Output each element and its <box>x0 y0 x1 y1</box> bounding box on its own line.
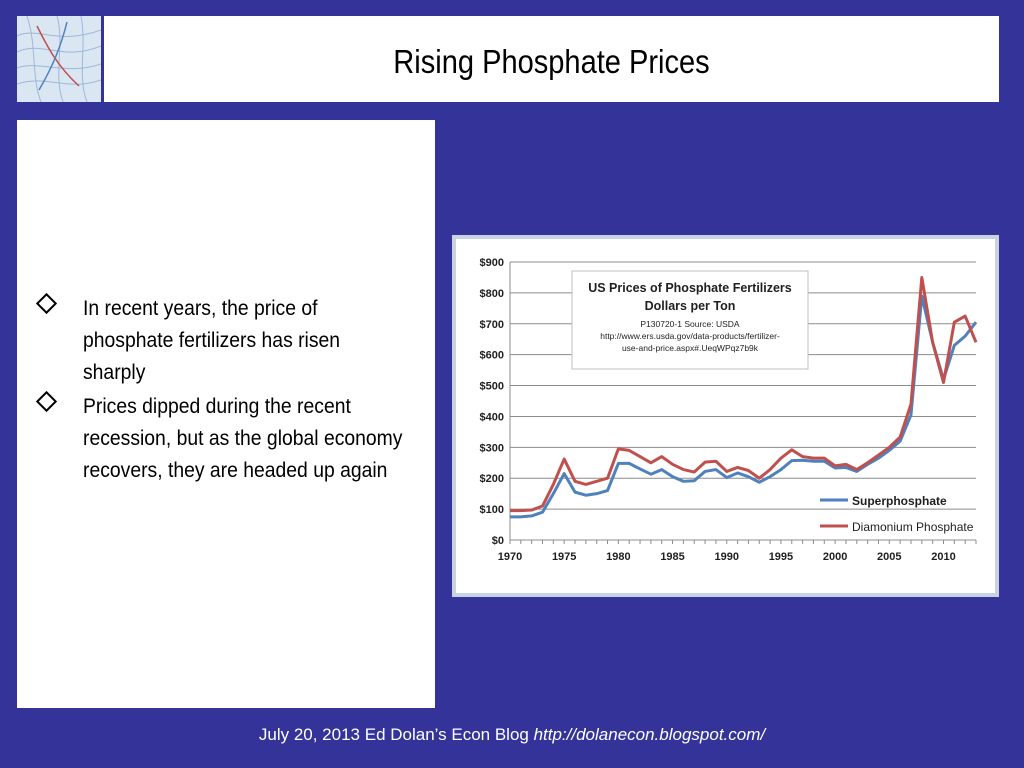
x-axis-ticks: 1970 1975 1980 1985 1990 1995 2000 2005 2010 <box>498 551 956 563</box>
y-axis-ticks: $0 $100 $200 $300 $400 $500 $600 $700 $800 $900 <box>480 257 504 547</box>
x-tick-label: 1995 <box>769 551 793 563</box>
diamond-bullet-icon <box>35 390 58 413</box>
title-box: Rising Phosphate Prices <box>104 16 999 102</box>
y-tick-label: $300 <box>480 442 504 454</box>
x-tick-label: 1975 <box>552 551 576 563</box>
y-tick-label: $200 <box>480 473 504 485</box>
diamond-bullet-icon <box>35 292 58 315</box>
y-tick-label: $100 <box>480 504 504 516</box>
y-tick-label: $700 <box>480 319 504 331</box>
y-tick-label: $0 <box>492 535 504 547</box>
footer-url: http://dolanecon.blogspot.com/ <box>533 725 766 744</box>
x-tick-label: 1970 <box>498 551 522 563</box>
slide-footer: July 20, 2013 Ed Dolan’s Econ Blog http:… <box>0 725 1024 745</box>
bullet-panel <box>17 120 435 708</box>
bullet-item: Prices dipped during the recent recessio… <box>35 390 416 486</box>
chart-source-line: P130720-1 Source: USDA <box>640 319 740 329</box>
phosphate-price-chart: $0 $100 $200 $300 $400 $500 $600 $700 $800 $900 1… <box>480 257 978 563</box>
bullet-text: In recent years, the price of phosphate … <box>83 296 341 384</box>
y-tick-label: $500 <box>480 381 504 393</box>
y-tick-label: $400 <box>480 411 504 423</box>
x-tick-label: 2010 <box>931 551 955 563</box>
chart-lines <box>510 275 978 519</box>
chart-frame: $0 $100 $200 $300 $400 $500 $600 $700 $800 $900 1… <box>452 235 999 597</box>
y-tick-label: $800 <box>480 288 504 300</box>
x-tick-label: 2005 <box>877 551 901 563</box>
x-tick-label: 1980 <box>606 551 630 563</box>
series-line-diamonium-phosphate <box>510 275 978 513</box>
series-line-superphosphate <box>510 294 978 519</box>
legend-label: Diamonium Phosphate <box>852 520 974 534</box>
chart-source-line: http://www.ers.usda.gov/data-products/fe… <box>600 331 780 341</box>
blog-logo <box>17 16 101 102</box>
bullet-item: In recent years, the price of phosphate … <box>35 292 416 388</box>
x-tick-label: 1985 <box>660 551 684 563</box>
chart-title-box: US Prices of Phosphate Fertilizers Dolla… <box>571 270 809 370</box>
chart-source-line: use-and-price.aspx#.UeqWPqz7b9k <box>622 343 759 353</box>
x-tick-label: 1990 <box>715 551 739 563</box>
y-tick-label: $600 <box>480 350 504 362</box>
footer-text: July 20, 2013 Ed Dolan’s Econ Blog <box>258 725 534 744</box>
bullet-list: In recent years, the price of phosphate … <box>35 292 416 488</box>
legend-label: Superphosphate <box>852 494 947 508</box>
slide-title: Rising Phosphate Prices <box>393 43 710 80</box>
chart-title-line: US Prices of Phosphate Fertilizers <box>588 281 792 295</box>
chart-area: $0 $100 $200 $300 $400 $500 $600 $700 $800 $900 1… <box>456 239 995 593</box>
bullet-text: Prices dipped during the recent recessio… <box>83 394 403 482</box>
y-tick-label: $900 <box>480 257 504 269</box>
x-tick-label: 2000 <box>823 551 847 563</box>
chart-legend: Superphosphate Diamonium Phosphate <box>820 494 974 534</box>
chart-title-line: Dollars per Ton <box>645 299 736 313</box>
